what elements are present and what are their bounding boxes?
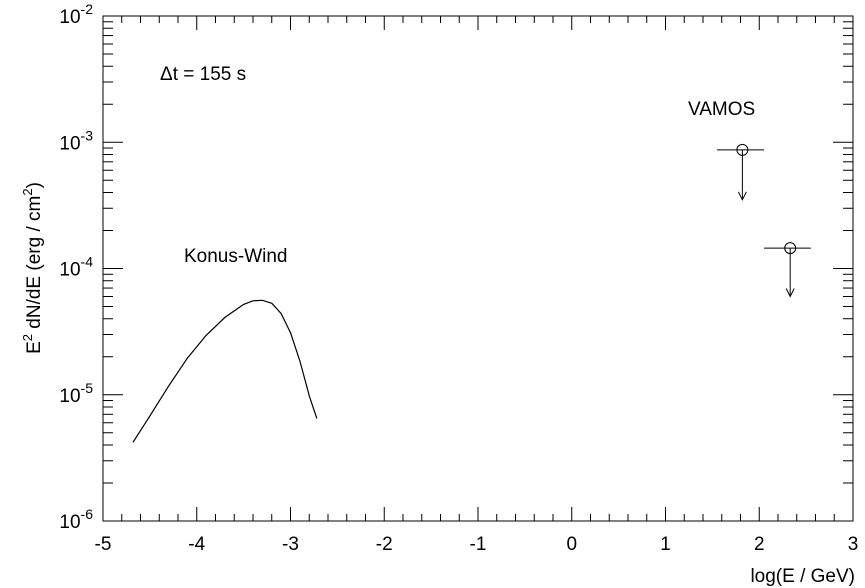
x-tick-label: -2 bbox=[376, 534, 393, 555]
plot-frame bbox=[102, 15, 854, 522]
y-tick-label: 10-2 bbox=[59, 1, 93, 28]
x-tick-label: -1 bbox=[470, 534, 487, 555]
x-tick-label: -3 bbox=[282, 534, 299, 555]
y-tick-label: 10-6 bbox=[59, 506, 93, 533]
x-tick-label: 3 bbox=[848, 534, 859, 555]
chart-marks bbox=[132, 143, 811, 443]
y-tick-label: 10-3 bbox=[59, 127, 93, 154]
vamos-arrow-head bbox=[737, 191, 747, 201]
konus-wind-label: Konus-Wind bbox=[184, 246, 288, 267]
vamos-arrow-head bbox=[785, 288, 795, 298]
y-axis-label: E2 dN/dE (erg / cm2) bbox=[20, 182, 45, 354]
delta-t-annotation: Δt = 155 s bbox=[160, 64, 246, 85]
x-tick-label: -5 bbox=[95, 534, 112, 555]
x-tick-label: 2 bbox=[754, 534, 765, 555]
x-tick-label: 1 bbox=[660, 534, 671, 555]
axis-ticks bbox=[102, 16, 854, 522]
x-tick-label: 0 bbox=[566, 534, 577, 555]
konus-wind-curve bbox=[132, 299, 318, 443]
y-tick-label: 10-5 bbox=[59, 380, 93, 407]
x-axis-label: log(E / GeV) bbox=[750, 566, 855, 587]
x-tick-labels: -5 -4 -3 -2 -1 0 1 2 3 bbox=[95, 534, 859, 555]
x-tick-label: -4 bbox=[188, 534, 205, 555]
y-tick-labels: 10-6 10-5 10-4 10-3 10-2 bbox=[59, 1, 93, 533]
vamos-label: VAMOS bbox=[688, 99, 755, 120]
y-tick-label: 10-4 bbox=[59, 254, 93, 281]
